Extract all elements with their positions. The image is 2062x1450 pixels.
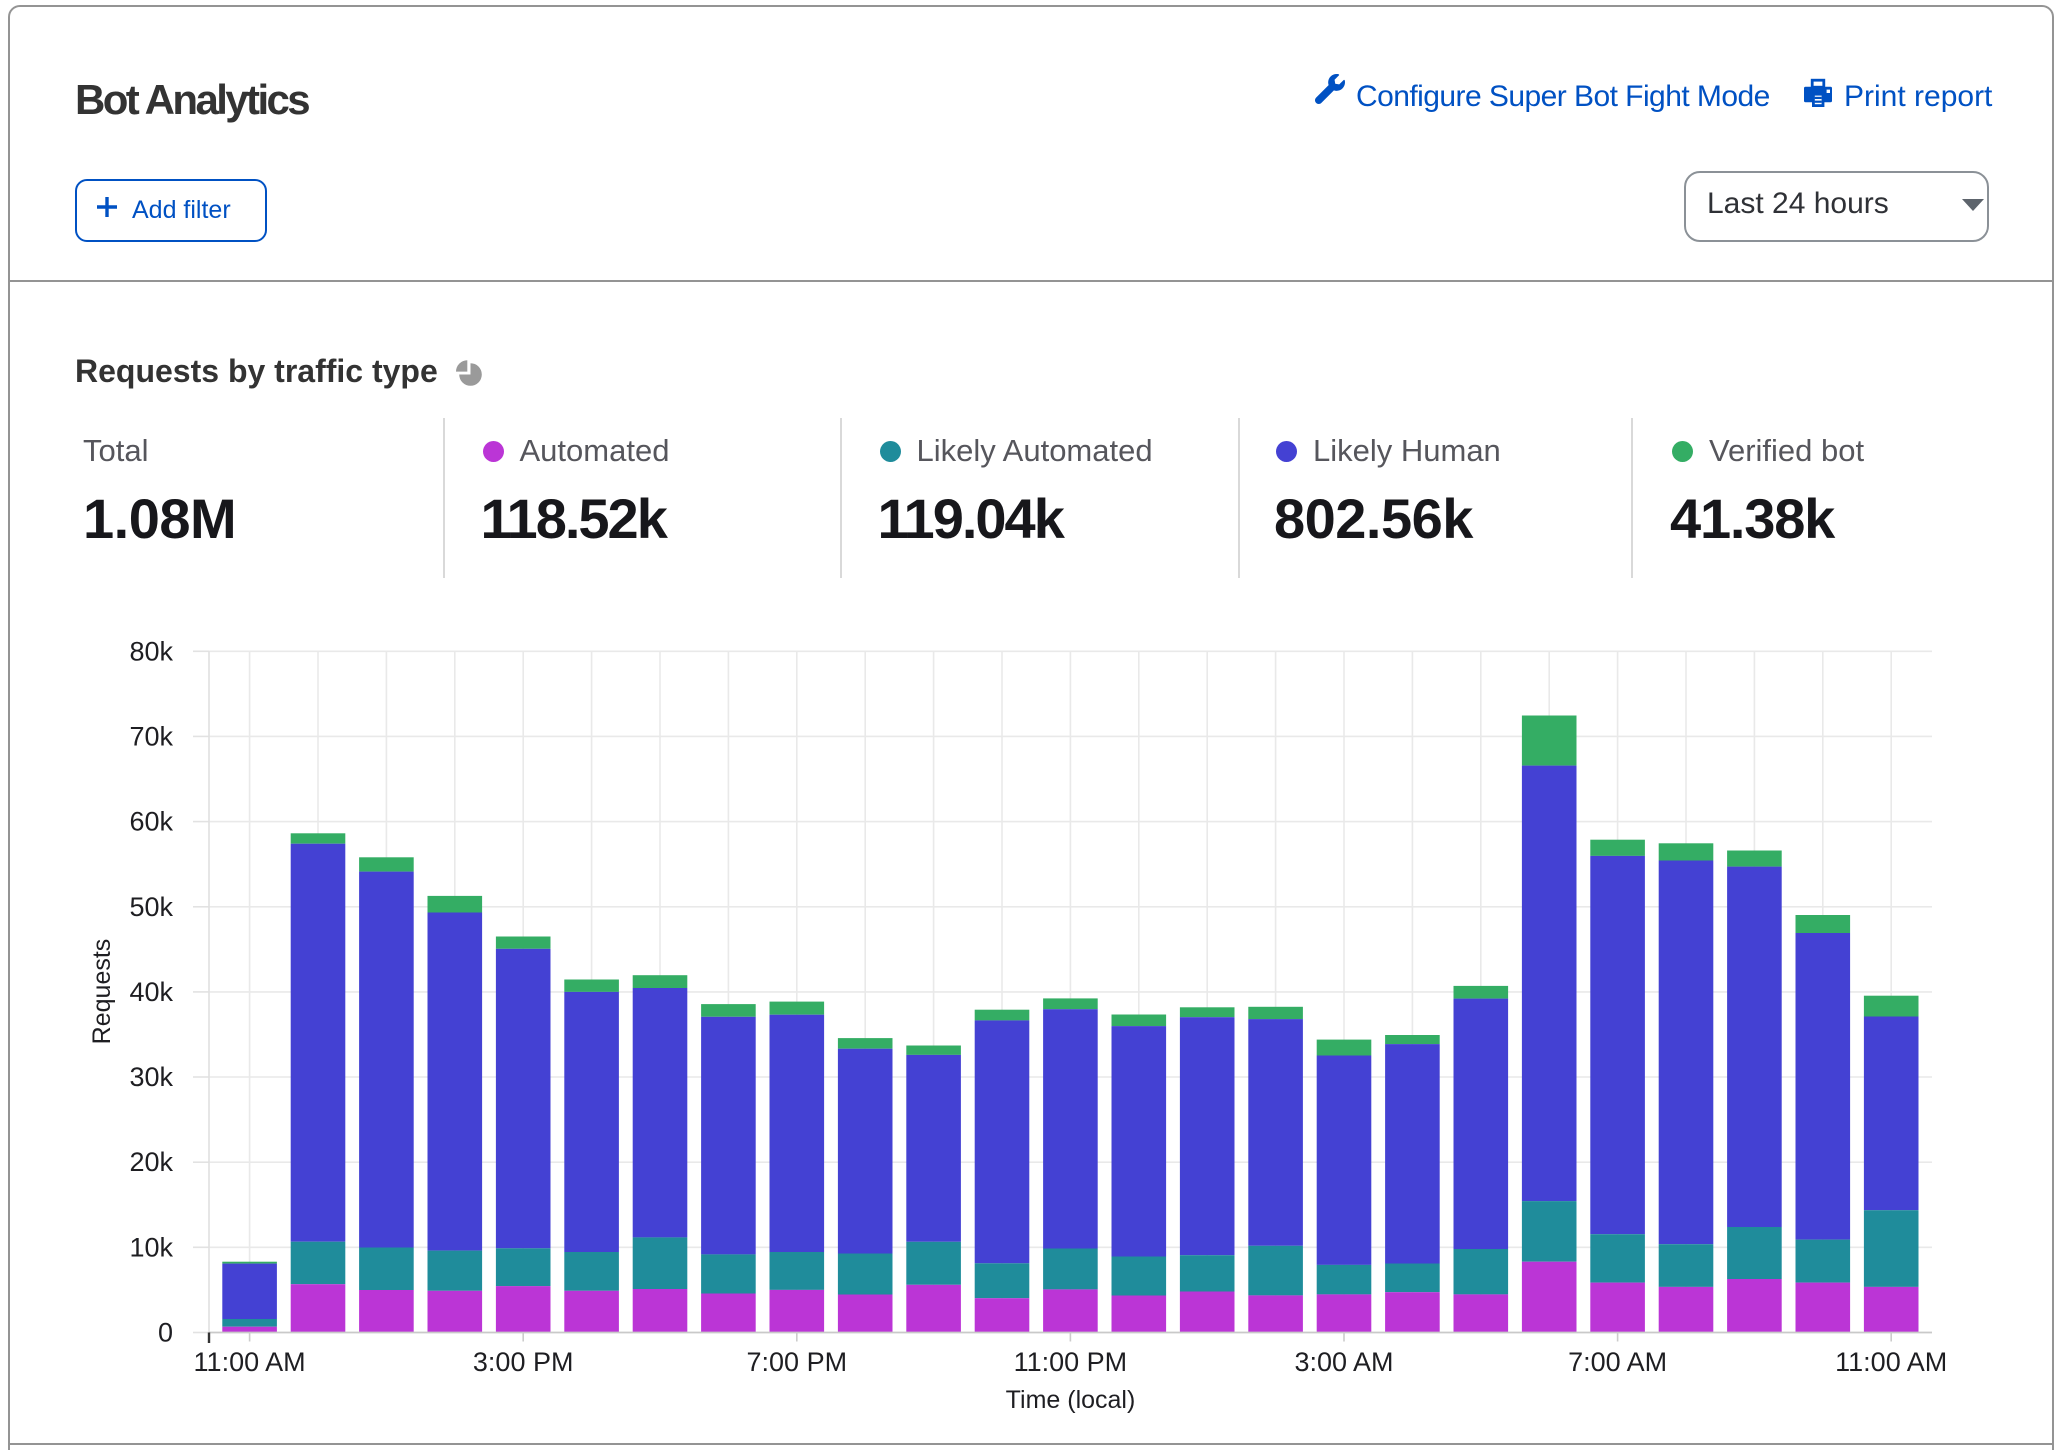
svg-text:30k: 30k <box>129 1062 173 1092</box>
svg-text:40k: 40k <box>129 977 173 1007</box>
svg-text:Requests: Requests <box>88 939 116 1045</box>
svg-text:11:00 PM: 11:00 PM <box>1014 1347 1128 1377</box>
svg-text:70k: 70k <box>129 721 173 751</box>
svg-text:10k: 10k <box>129 1232 173 1262</box>
svg-text:0: 0 <box>158 1318 173 1348</box>
svg-text:80k: 80k <box>129 636 173 666</box>
svg-text:11:00 AM: 11:00 AM <box>194 1347 306 1377</box>
svg-text:60k: 60k <box>129 807 173 837</box>
svg-text:7:00 AM: 7:00 AM <box>1568 1347 1667 1377</box>
svg-text:3:00 AM: 3:00 AM <box>1294 1347 1393 1377</box>
svg-text:20k: 20k <box>129 1147 173 1177</box>
svg-text:50k: 50k <box>129 892 173 922</box>
svg-text:Time (local): Time (local) <box>1006 1386 1136 1414</box>
svg-text:7:00 PM: 7:00 PM <box>747 1347 848 1377</box>
svg-text:11:00 AM: 11:00 AM <box>1835 1347 1947 1377</box>
svg-text:3:00 PM: 3:00 PM <box>473 1347 574 1377</box>
